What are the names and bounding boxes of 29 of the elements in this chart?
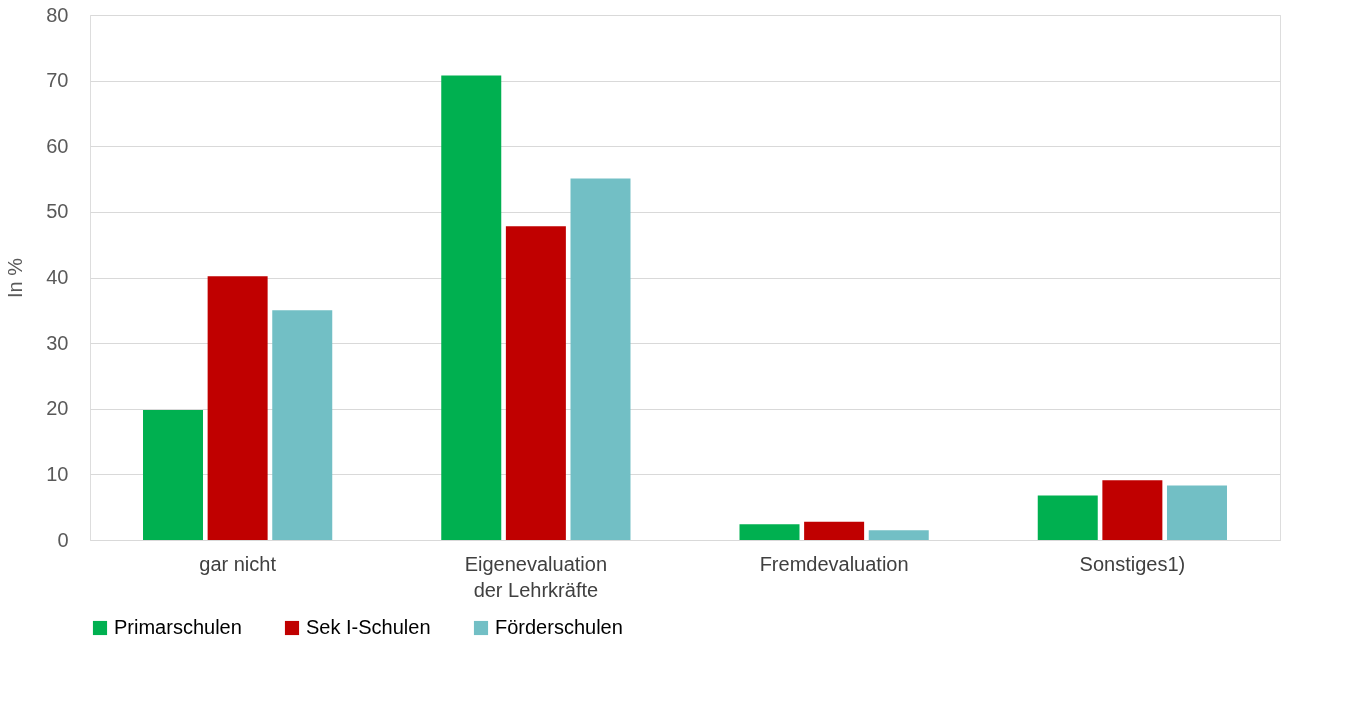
y-tick-label: 50 bbox=[46, 200, 69, 223]
bar bbox=[1102, 480, 1163, 540]
bar bbox=[272, 310, 333, 540]
x-tick-label: Sonstiges1) bbox=[1079, 552, 1186, 575]
y-tick-label: 60 bbox=[46, 134, 69, 157]
bar bbox=[739, 524, 800, 540]
x-tick-label: Eigenevaluation der Lehrkräfte bbox=[464, 552, 608, 601]
y-tick-label: 30 bbox=[46, 331, 69, 354]
y-axis-title: In % bbox=[4, 257, 27, 299]
legend-label: Primarschulen bbox=[114, 616, 242, 638]
bar bbox=[143, 410, 204, 540]
x-tick-label: Fremdevaluation bbox=[759, 552, 909, 575]
bar bbox=[804, 521, 865, 540]
y-tick-label: 0 bbox=[57, 528, 69, 551]
bar bbox=[570, 178, 631, 540]
bar bbox=[207, 276, 268, 540]
legend-label: Förderschulen bbox=[495, 616, 623, 638]
bar bbox=[441, 75, 502, 540]
legend-label: Sek I-Schulen bbox=[306, 616, 431, 638]
y-tick-label: 40 bbox=[46, 266, 69, 288]
y-tick-label: 80 bbox=[46, 3, 69, 26]
y-tick-label: 10 bbox=[46, 462, 69, 485]
y-tick-label: 20 bbox=[46, 397, 69, 420]
y-tick-label: 70 bbox=[46, 69, 69, 92]
bar bbox=[1037, 495, 1098, 540]
x-tick-label: gar nicht bbox=[199, 552, 277, 575]
bar bbox=[505, 226, 566, 540]
bar bbox=[868, 530, 929, 540]
bar bbox=[1166, 485, 1227, 540]
